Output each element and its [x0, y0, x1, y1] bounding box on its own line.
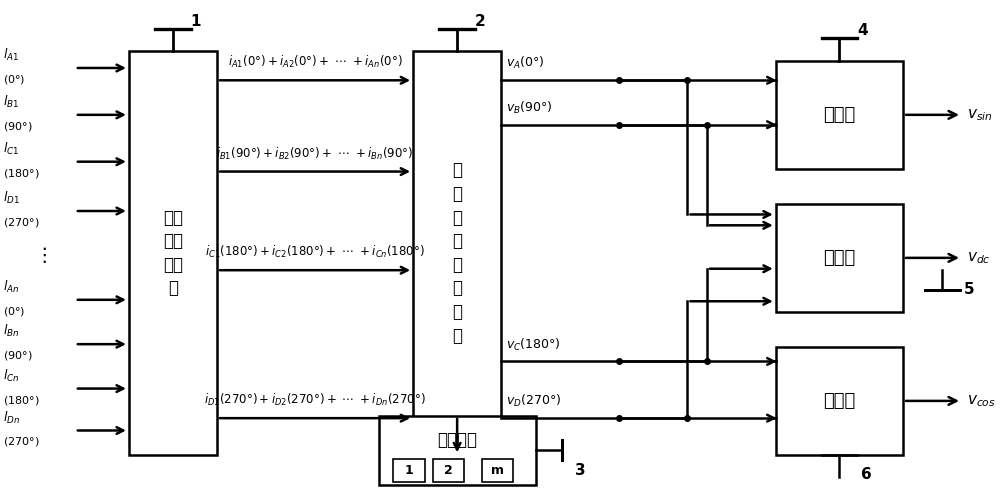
Text: 3: 3	[575, 463, 585, 478]
Text: $v_{sin}$: $v_{sin}$	[967, 107, 992, 123]
Text: $(0°)$: $(0°)$	[3, 305, 26, 318]
FancyBboxPatch shape	[776, 61, 903, 169]
Text: 光电
探测
器阵
列: 光电 探测 器阵 列	[163, 208, 183, 297]
Text: $l_{Bn}$: $l_{Bn}$	[3, 323, 20, 339]
Text: $(90°)$: $(90°)$	[3, 120, 33, 133]
FancyBboxPatch shape	[413, 51, 501, 455]
Text: $l_{D1}$: $l_{D1}$	[3, 190, 20, 206]
Text: 5: 5	[964, 282, 974, 298]
Text: $v_D(270°)$: $v_D(270°)$	[506, 393, 561, 409]
Text: $l_{A1}$: $l_{A1}$	[3, 47, 20, 63]
Text: 加法器: 加法器	[823, 249, 856, 267]
Text: $(180°)$: $(180°)$	[3, 167, 40, 180]
Text: $v_{dc}$: $v_{dc}$	[967, 250, 990, 266]
FancyBboxPatch shape	[393, 459, 425, 482]
Text: 减法器: 减法器	[823, 106, 856, 124]
Text: $i_{B1}(90°)+i_{B2}(90°)+\ \cdots\ +i_{Bn}(90°)$: $i_{B1}(90°)+i_{B2}(90°)+\ \cdots\ +i_{B…	[216, 146, 414, 162]
FancyBboxPatch shape	[482, 459, 513, 482]
Text: $(0°)$: $(0°)$	[3, 73, 26, 86]
Text: 2: 2	[475, 13, 486, 29]
FancyBboxPatch shape	[776, 347, 903, 455]
Text: $i_{D1}(270°)+i_{D2}(270°)+\ \cdots\ +i_{Dn}(270°)$: $i_{D1}(270°)+i_{D2}(270°)+\ \cdots\ +i_…	[204, 392, 426, 408]
Text: $(270°)$: $(270°)$	[3, 435, 40, 448]
Text: 4: 4	[857, 23, 868, 39]
Text: $v_C(180°)$: $v_C(180°)$	[506, 336, 561, 353]
Text: $i_{C1}(180°)+i_{C2}(180°)+\ \cdots\ +i_{Cn}(180°)$: $i_{C1}(180°)+i_{C2}(180°)+\ \cdots\ +i_…	[205, 244, 425, 260]
Text: $l_{Cn}$: $l_{Cn}$	[3, 368, 20, 383]
Text: $l_{B1}$: $l_{B1}$	[3, 94, 20, 110]
Text: m: m	[491, 464, 504, 477]
Text: 增
益
可
调
放
大
电
路: 增 益 可 调 放 大 电 路	[452, 161, 462, 345]
Text: 1: 1	[405, 464, 413, 477]
Text: 6: 6	[861, 467, 872, 483]
Text: 1: 1	[191, 13, 201, 29]
Text: $l_{C1}$: $l_{C1}$	[3, 141, 20, 157]
Text: $v_B(90°)$: $v_B(90°)$	[506, 100, 553, 116]
Text: $l_{An}$: $l_{An}$	[3, 279, 20, 295]
FancyBboxPatch shape	[379, 416, 536, 485]
Text: 减法器: 减法器	[823, 392, 856, 410]
Text: $l_{Dn}$: $l_{Dn}$	[3, 410, 21, 426]
Text: 修调接口: 修调接口	[437, 431, 477, 449]
Text: $v_A(0°)$: $v_A(0°)$	[506, 56, 545, 71]
FancyBboxPatch shape	[433, 459, 464, 482]
Text: 2: 2	[444, 464, 453, 477]
FancyBboxPatch shape	[776, 204, 903, 312]
Text: $\vdots$: $\vdots$	[34, 246, 47, 265]
Text: $(90°)$: $(90°)$	[3, 349, 33, 362]
FancyBboxPatch shape	[129, 51, 217, 455]
Text: $(180°)$: $(180°)$	[3, 393, 40, 407]
Text: $i_{A1}(0°)+i_{A2}(0°)+\ \cdots\ +i_{An}(0°)$: $i_{A1}(0°)+i_{A2}(0°)+\ \cdots\ +i_{An}…	[228, 55, 402, 70]
Text: $v_{cos}$: $v_{cos}$	[967, 393, 996, 409]
Text: $(270°)$: $(270°)$	[3, 216, 40, 229]
